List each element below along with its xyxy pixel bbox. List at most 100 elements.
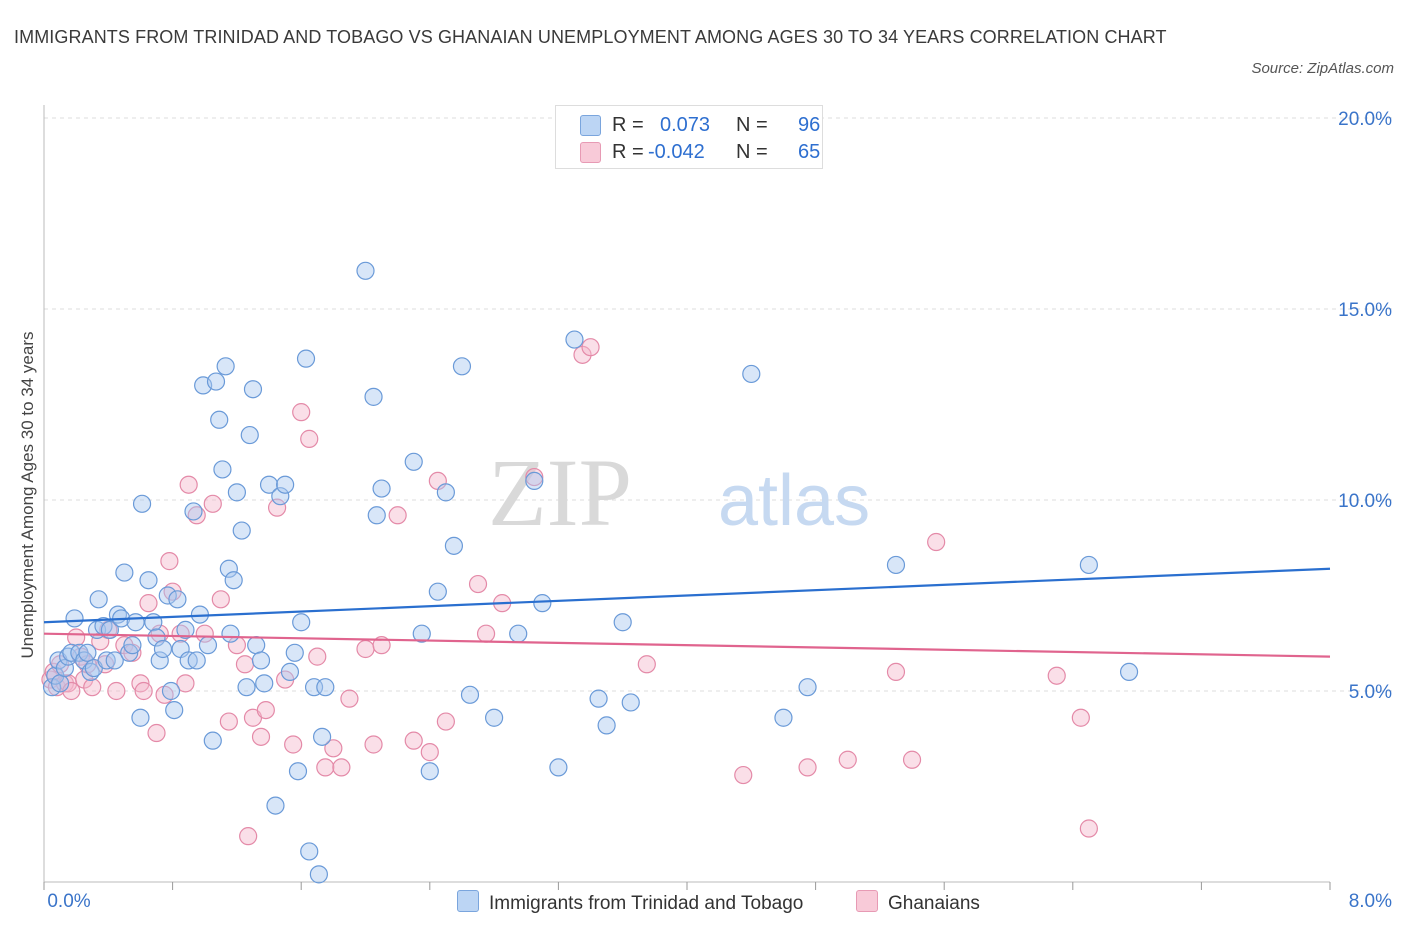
ghanaian-point xyxy=(147,723,166,743)
trinidad-point xyxy=(485,708,504,727)
trinidad-point xyxy=(428,582,447,601)
ghanaian-point xyxy=(927,532,946,552)
ghanaian-point xyxy=(838,750,857,769)
trinidad-point xyxy=(224,571,243,590)
ghanaian-point xyxy=(734,765,753,785)
trinidad-point xyxy=(364,387,383,406)
trinidad-point xyxy=(436,483,455,502)
trinidad-point xyxy=(356,261,375,280)
ghanaian-point xyxy=(476,624,496,643)
ghanaian-point xyxy=(107,681,126,701)
trinidad-point xyxy=(139,571,158,590)
gridlines xyxy=(44,117,1392,692)
trinidad-point xyxy=(50,674,70,693)
ghanaian-point xyxy=(211,590,230,609)
ghanaian-point xyxy=(83,678,102,697)
chart-title: IMMIGRANTS FROM TRINIDAD AND TOBAGO VS G… xyxy=(14,27,1167,47)
ghanaian-point xyxy=(176,674,195,693)
trinidad-point xyxy=(452,357,472,376)
trinidad-point xyxy=(420,762,439,781)
ghanaian-point xyxy=(372,636,391,655)
legend-n-value: 65 xyxy=(798,141,821,163)
legend-r-label: R = xyxy=(612,114,644,136)
trinidad-point xyxy=(126,613,145,632)
trinidad-point xyxy=(613,613,632,632)
ghanaian-point xyxy=(420,743,439,762)
x-tick-label-min: 0.0% xyxy=(47,891,90,912)
trinidad-point xyxy=(1079,555,1098,575)
y-tick-label: 15.0% xyxy=(1338,300,1392,321)
ghanaian-point xyxy=(292,403,311,422)
ghanaian-point xyxy=(404,731,423,750)
ghanaian-point xyxy=(902,750,922,769)
trinidad-point xyxy=(232,521,251,540)
ghanaian-point xyxy=(356,639,375,659)
watermark-zip: ZIP xyxy=(488,439,632,546)
bottom-legend-trinidad: Immigrants from Trinidad and Tobago xyxy=(457,890,803,915)
trinidad-point xyxy=(187,651,206,670)
ghanaian-point xyxy=(267,498,287,517)
trinidad-point xyxy=(367,506,386,525)
trinidad-point xyxy=(213,460,232,479)
trinidad-point xyxy=(296,349,316,368)
trinidad-point xyxy=(266,796,285,815)
trinidad-point xyxy=(798,678,817,697)
legend-r-value: -0.042 xyxy=(648,141,705,163)
trinidad-point xyxy=(292,613,311,632)
legend-swatch-blue xyxy=(580,115,601,136)
ghanaian-point xyxy=(235,655,255,674)
trinidad-trend-line xyxy=(43,567,1331,624)
trinidad-point xyxy=(886,555,906,575)
ghanaian-point xyxy=(256,700,275,720)
trinidad-point xyxy=(168,590,187,609)
trinidad-point xyxy=(742,364,761,384)
correlation-legend: R = 0.073 N = 96 R = -0.042 N = 65 xyxy=(555,105,823,169)
trinidad-point xyxy=(285,643,304,662)
trinidad-point xyxy=(255,674,274,693)
ghanaian-point xyxy=(1047,666,1066,685)
y-tick-label: 20.0% xyxy=(1338,109,1392,130)
trinidad-point xyxy=(161,681,181,701)
ghanaian-point xyxy=(219,712,238,731)
trend-lines xyxy=(43,567,1331,658)
trinidad-points xyxy=(42,261,1139,884)
trinidad-point xyxy=(460,685,480,704)
legend-swatch-pink xyxy=(580,142,601,163)
bottom-legend-swatch-pink xyxy=(856,890,878,912)
trinidad-point xyxy=(243,380,263,399)
ghanaians-points xyxy=(41,338,1098,846)
ghanaian-point xyxy=(195,624,214,643)
legend-n-label: N = xyxy=(736,114,768,136)
trinidad-point xyxy=(237,678,256,697)
trinidad-point xyxy=(309,865,328,884)
ghanaian-trend-line xyxy=(43,632,1331,658)
trinidad-point xyxy=(184,502,203,521)
trinidad-point xyxy=(259,475,279,494)
ghanaian-point xyxy=(324,739,343,758)
trinidad-point xyxy=(240,425,259,445)
trinidad-point xyxy=(206,372,226,391)
trinidad-point xyxy=(271,487,290,506)
legend-n-label: N = xyxy=(736,141,768,163)
source-label: Source: ZipAtlas.com xyxy=(1251,60,1394,77)
trinidad-point xyxy=(78,643,97,662)
x-tick-label-max: 8.0% xyxy=(1349,891,1392,912)
legend-n-value: 96 xyxy=(798,114,821,136)
trinidad-point xyxy=(227,483,246,502)
trinidad-point xyxy=(216,357,235,376)
ghanaian-point xyxy=(388,506,407,525)
trinidad-point xyxy=(147,628,166,647)
trinidad-point xyxy=(89,590,108,609)
trinidad-point xyxy=(621,693,640,712)
ghanaian-point xyxy=(203,494,222,513)
trinidad-point xyxy=(153,639,173,659)
trinidad-point xyxy=(203,731,222,750)
ghanaian-point xyxy=(308,647,327,666)
legend-r-value: 0.073 xyxy=(660,114,711,136)
ghanaian-point xyxy=(436,712,455,731)
bottom-legend-swatch-blue xyxy=(457,890,479,912)
ghanaian-point xyxy=(139,594,158,613)
ghanaian-point xyxy=(284,735,303,754)
trinidad-point xyxy=(221,624,240,643)
